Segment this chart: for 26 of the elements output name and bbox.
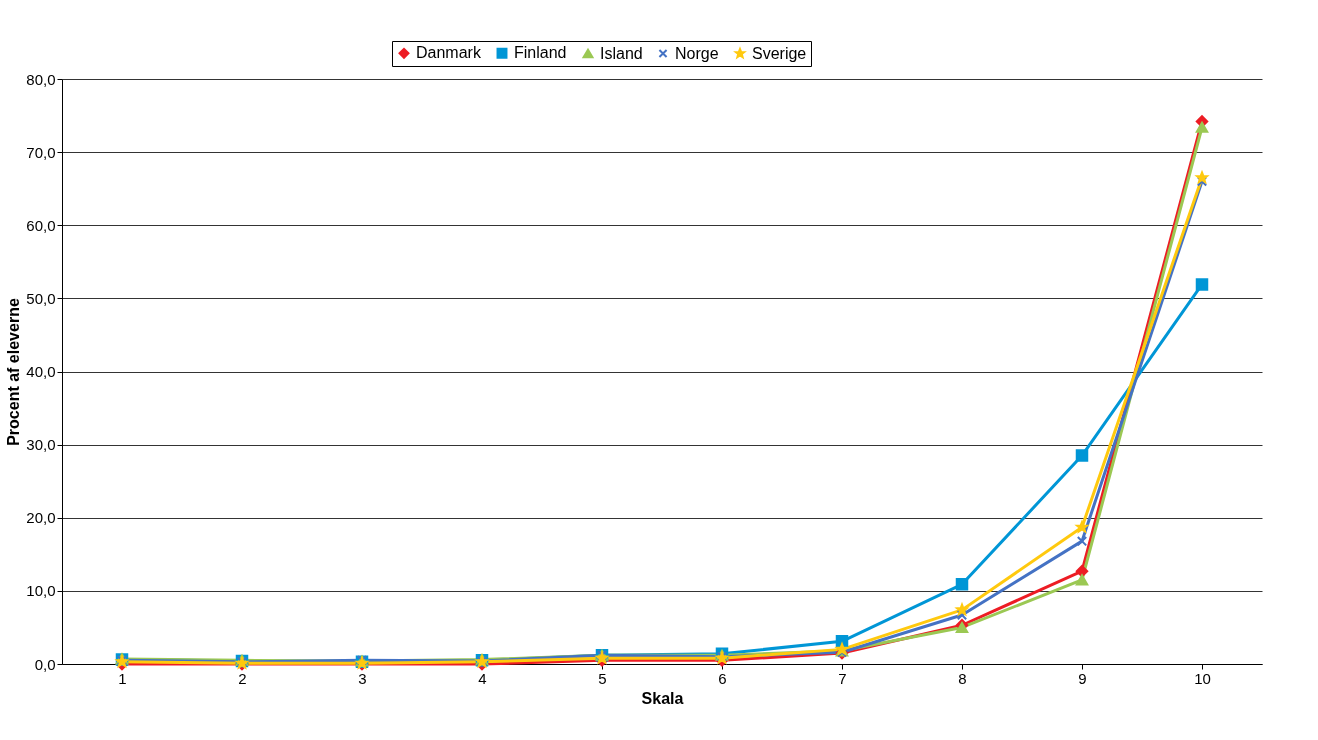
x-tick-label: 3 [358,669,367,687]
x-tick-label: 2 [238,669,247,687]
legend-label: Island [600,44,643,62]
legend-label: Danmark [416,44,482,62]
x-tick-label: 10 [1194,669,1211,687]
y-tick-label: 70,0 [26,143,56,161]
x-axis-title: Skala [641,689,684,707]
y-tick-label: 30,0 [26,436,56,454]
x-tick-label: 6 [718,669,727,687]
y-tick-label: 20,0 [26,509,56,527]
x-tick-label: 4 [478,669,487,687]
x-tick-label: 9 [1078,669,1087,687]
x-tick-label: 8 [958,669,967,687]
x-tick-label: 5 [598,669,607,687]
y-tick-label: 40,0 [26,363,56,380]
y-tick-label: 50,0 [26,289,56,307]
y-tick-label: 0,0 [34,655,56,673]
legend-label: Norge [675,44,719,62]
legend-label: Finland [514,44,567,62]
y-tick-label: 10,0 [26,582,56,600]
y-tick-label: 60,0 [26,216,56,234]
y-axis-title: Procent af eleverne [5,298,23,446]
y-tick-label: 80,0 [26,70,56,88]
x-tick-label: 1 [118,669,127,687]
x-tick-label: 7 [838,669,847,687]
legend-label: Sverige [752,44,807,62]
